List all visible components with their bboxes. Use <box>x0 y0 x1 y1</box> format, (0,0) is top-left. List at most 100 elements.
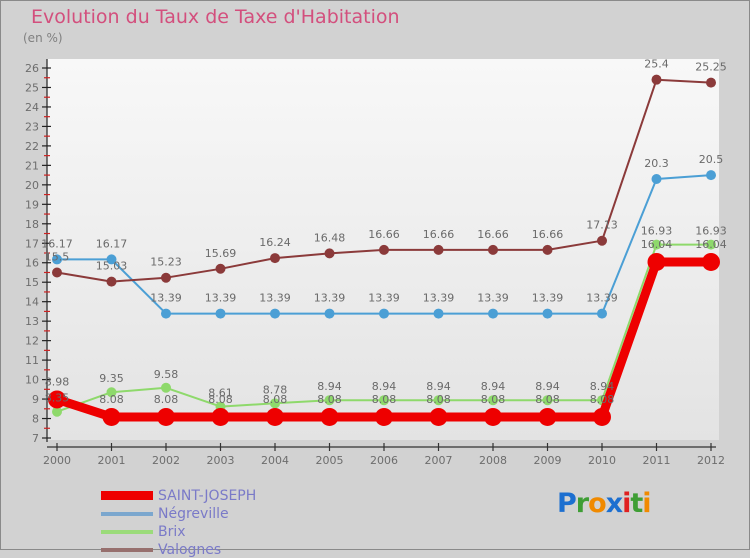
data-point-label: 15.03 <box>96 260 128 273</box>
data-point <box>106 276 117 287</box>
data-point <box>597 308 607 319</box>
data-point <box>379 244 389 255</box>
data-point-label: 8.35 <box>45 392 70 405</box>
series-n-greville <box>52 170 716 319</box>
data-point <box>379 308 389 319</box>
data-point-label: 16.66 <box>423 228 455 241</box>
data-point <box>651 174 662 184</box>
data-point-label: 16.17 <box>96 237 128 250</box>
y-axis-tick-label: 12 <box>25 335 39 348</box>
data-point-label: 13.39 <box>532 292 564 305</box>
data-point <box>429 407 448 426</box>
data-point <box>324 395 335 406</box>
legend-label-valognes[interactable]: Valognes <box>158 542 222 558</box>
data-point <box>324 248 335 259</box>
data-point <box>706 77 716 88</box>
data-point <box>542 395 553 406</box>
chart-unit-label: (en %) <box>23 31 63 45</box>
y-axis-tick-label: 7 <box>32 432 39 445</box>
y-axis-tick-label: 17 <box>25 237 39 250</box>
data-point-label: 8.61 <box>208 387 233 400</box>
data-point <box>48 390 66 409</box>
data-point-label: 13.39 <box>314 292 346 305</box>
data-point-label: 17.13 <box>586 219 618 232</box>
y-axis-tick-label: 22 <box>25 140 39 153</box>
data-point <box>215 263 226 274</box>
y-axis-tick-label: 24 <box>25 101 39 114</box>
y-axis-tick-label: 11 <box>25 354 39 367</box>
data-point-label: 8.78 <box>263 383 288 396</box>
legend-label-brix[interactable]: Brix <box>158 524 186 540</box>
data-point <box>597 235 607 246</box>
data-point <box>538 407 557 426</box>
data-point-label: 8.08 <box>426 393 451 406</box>
proxiti-logo: Proxiti <box>557 488 652 519</box>
data-point <box>433 395 444 406</box>
data-point-label: 16.93 <box>695 225 727 238</box>
data-point-label: 16.66 <box>477 228 509 241</box>
y-axis-tick-label: 15 <box>25 276 39 289</box>
x-axis-tick-label: 2004 <box>261 454 289 467</box>
data-point-label: 16.04 <box>695 238 727 251</box>
series-valognes <box>52 74 716 287</box>
data-point <box>270 398 280 409</box>
data-point-label: 8.08 <box>99 393 124 406</box>
page-title: Evolution du Taux de Taxe d'Habitation <box>31 6 400 28</box>
x-axis-tick-label: 2010 <box>588 454 616 467</box>
data-point <box>433 308 444 319</box>
data-point <box>52 267 62 278</box>
data-point-label: 13.39 <box>586 292 618 305</box>
y-axis-tick-label: 16 <box>25 257 39 270</box>
data-point-label: 8.94 <box>481 380 506 393</box>
data-point-label: 25.4 <box>644 58 669 71</box>
x-axis-tick-label: 2003 <box>207 454 235 467</box>
data-point <box>161 382 171 393</box>
data-point <box>106 387 117 398</box>
y-axis-tick-label: 10 <box>25 374 39 387</box>
data-point-label: 20.5 <box>699 153 724 166</box>
logo-letter: i <box>642 488 651 519</box>
data-point <box>52 254 62 265</box>
logo-letter: P <box>557 488 577 519</box>
data-point <box>488 395 498 406</box>
y-axis-tick-label: 18 <box>25 218 39 231</box>
data-point-label: 13.39 <box>150 292 182 305</box>
data-point-label: 13.39 <box>423 292 455 305</box>
logo-letter: x <box>605 488 623 519</box>
data-point <box>324 308 335 319</box>
data-point <box>702 252 720 271</box>
logo-letter: i <box>622 488 631 519</box>
data-point <box>211 407 230 426</box>
x-axis-tick-label: 2006 <box>370 454 398 467</box>
legend-swatch-valognes <box>101 548 153 552</box>
data-point <box>706 239 716 250</box>
legend-swatch-saint-joseph <box>101 491 153 500</box>
data-point-label: 8.94 <box>372 380 397 393</box>
data-point <box>215 308 226 319</box>
x-axis-tick-label: 2005 <box>316 454 344 467</box>
data-point-label: 8.08 <box>535 393 560 406</box>
data-point-label: 13.39 <box>477 292 509 305</box>
data-point-label: 8.08 <box>154 393 179 406</box>
data-labels: 15.5 15.03 15.23 15.69 16.24 16.48 16.66 16.66 1… <box>41 58 727 406</box>
data-point-label: 8.08 <box>208 393 233 406</box>
data-point <box>161 308 171 319</box>
data-point <box>375 407 393 426</box>
logo-letter: r <box>575 488 589 519</box>
data-point-label: 16.93 <box>641 225 673 238</box>
data-point-label: 25.25 <box>695 61 727 74</box>
data-point-label: 13.39 <box>259 292 291 305</box>
x-axis-tick-label: 2001 <box>98 454 126 467</box>
legend-label-saint-joseph[interactable]: SAINT-JOSEPH <box>158 488 257 504</box>
y-axis-tick-label: 8 <box>32 413 39 426</box>
data-point-label: 8.08 <box>317 393 342 406</box>
y-axis-tick-label: 20 <box>25 179 39 192</box>
legend-label-n-greville[interactable]: Négreville <box>158 506 229 522</box>
x-axis-tick-label: 2008 <box>479 454 507 467</box>
data-point <box>102 407 121 426</box>
x-axis-tick-label: 2009 <box>534 454 562 467</box>
data-point-label: 8.94 <box>317 380 342 393</box>
data-point <box>488 308 498 319</box>
data-point <box>647 252 666 271</box>
data-point-label: 16.04 <box>641 238 673 251</box>
